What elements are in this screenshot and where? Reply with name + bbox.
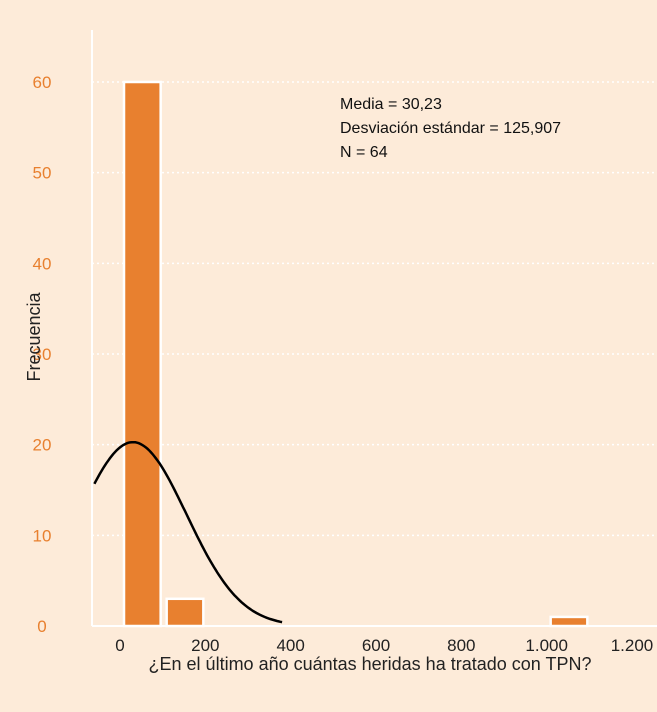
- stat-std-dev: Desviación estándar = 125,907: [340, 120, 561, 137]
- x-tick-labels: 0 200 400 600 800 1.000 1.200: [115, 636, 653, 655]
- x-tick-label: 600: [362, 636, 390, 655]
- stat-n: N = 64: [340, 144, 388, 161]
- bar-layer: [122, 80, 589, 628]
- x-tick-label: 200: [191, 636, 219, 655]
- grid-layer: [92, 81, 657, 627]
- x-axis-label: ¿En el último año cuántas heridas ha tra…: [149, 654, 592, 674]
- y-tick-label: 10: [33, 526, 52, 545]
- x-tick-label: 0: [115, 636, 124, 655]
- x-tick-label: 800: [447, 636, 475, 655]
- y-tick-label: 20: [33, 436, 52, 455]
- y-tick-label: 50: [33, 164, 52, 183]
- y-tick-label: 40: [33, 254, 52, 273]
- y-axis-label: Frecuencia: [24, 291, 44, 381]
- histogram-bar: [165, 597, 205, 628]
- x-tick-label: 1.000: [525, 636, 568, 655]
- y-tick-label: 0: [37, 617, 46, 636]
- x-tick-label: 400: [276, 636, 304, 655]
- x-tick-label: 1.200: [611, 636, 654, 655]
- histogram-bar: [122, 80, 162, 628]
- histogram-bar: [549, 615, 589, 628]
- y-tick-label: 30: [33, 345, 52, 364]
- y-tick-labels: 0 10 20 30 40 50 60: [33, 73, 52, 636]
- stat-mean: Media = 30,23: [340, 96, 442, 113]
- normal-curve: [93, 440, 283, 624]
- y-tick-label: 60: [33, 73, 52, 92]
